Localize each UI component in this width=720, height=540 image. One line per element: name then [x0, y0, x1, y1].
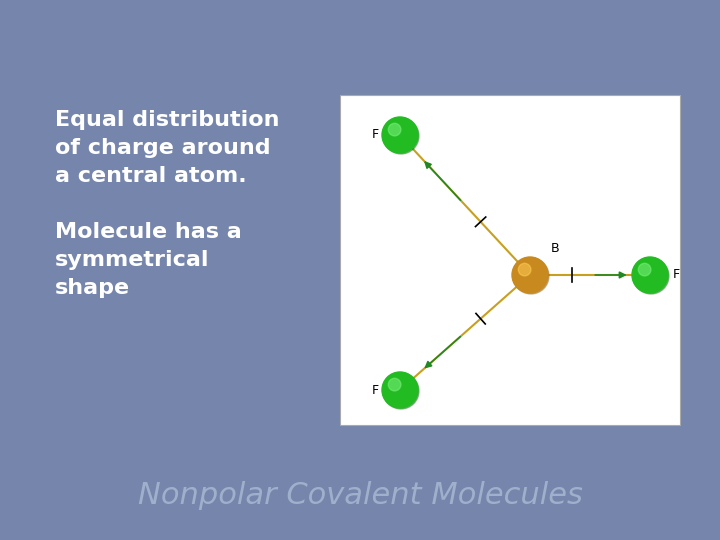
- Circle shape: [633, 258, 669, 294]
- Circle shape: [388, 379, 401, 391]
- Circle shape: [639, 264, 651, 276]
- Circle shape: [382, 117, 418, 153]
- Text: symmetrical: symmetrical: [55, 250, 210, 270]
- Circle shape: [383, 373, 419, 409]
- Text: Equal distribution: Equal distribution: [55, 110, 279, 130]
- Circle shape: [512, 257, 548, 293]
- Circle shape: [632, 257, 668, 293]
- Text: F: F: [372, 383, 379, 396]
- Text: shape: shape: [55, 278, 130, 298]
- Circle shape: [382, 372, 418, 408]
- Text: Molecule has a: Molecule has a: [55, 222, 242, 242]
- Circle shape: [388, 123, 401, 136]
- Text: a central atom.: a central atom.: [55, 166, 247, 186]
- Text: Nonpolar Covalent Molecules: Nonpolar Covalent Molecules: [138, 481, 582, 510]
- Circle shape: [513, 258, 549, 294]
- Text: F: F: [673, 268, 680, 281]
- Circle shape: [383, 118, 419, 154]
- Circle shape: [518, 264, 531, 276]
- Text: F: F: [372, 129, 379, 141]
- Bar: [340, 95, 680, 425]
- Text: of charge around: of charge around: [55, 138, 271, 158]
- Text: B: B: [551, 242, 559, 255]
